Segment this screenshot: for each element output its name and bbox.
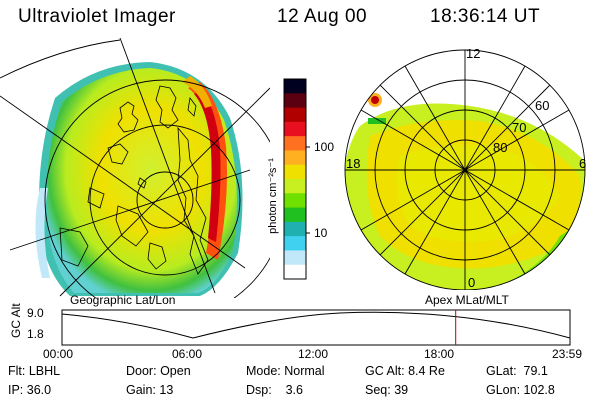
colorbar-stripe bbox=[284, 221, 306, 237]
info-filter: Flt: LBHL bbox=[8, 364, 61, 378]
colorbar-stripe bbox=[284, 264, 306, 280]
colorbar-stripe bbox=[284, 179, 306, 194]
apex-polar-image bbox=[344, 49, 586, 290]
altitude-ytick-high: 9.0 bbox=[27, 306, 44, 320]
mlat-label-80: 80 bbox=[493, 140, 508, 155]
colorbar: photon cm⁻²s⁻¹ bbox=[267, 78, 310, 280]
image-time: 18:36:14 UT bbox=[430, 6, 541, 27]
instrument-title: Ultraviolet Imager bbox=[18, 6, 176, 27]
info-seq: Seq: 39 bbox=[365, 383, 409, 397]
colorbar-stripe bbox=[284, 107, 306, 123]
mlat-label-60: 60 bbox=[535, 98, 550, 113]
info-glon: GLon: 102.8 bbox=[486, 383, 555, 397]
info-mode: Mode: Normal bbox=[246, 364, 325, 378]
mlat-label-70: 70 bbox=[512, 120, 527, 135]
altitude-ytick-low: 1.8 bbox=[27, 327, 44, 341]
mlt-label-6: 6 bbox=[579, 156, 587, 171]
coastline-outlines bbox=[59, 85, 209, 275]
colorbar-stripe bbox=[284, 93, 306, 109]
time-tick-0600: 06:00 bbox=[172, 347, 203, 361]
mlt-label-12: 12 bbox=[466, 46, 481, 61]
time-tick-0000: 00:00 bbox=[43, 347, 74, 361]
colorbar-stripe bbox=[284, 207, 306, 223]
info-gc-alt: GC Alt: 8.4 Re bbox=[365, 364, 445, 378]
info-ip: IP: 36.0 bbox=[8, 383, 52, 397]
colorbar-stripe bbox=[284, 164, 306, 180]
time-tick-2359: 23:59 bbox=[552, 347, 583, 361]
geographic-grid bbox=[0, 38, 270, 298]
altitude-curve bbox=[61, 311, 571, 339]
info-door: Door: Open bbox=[126, 364, 191, 378]
colorbar-stripe bbox=[284, 150, 306, 166]
orbit-altitude-plot bbox=[61, 309, 571, 346]
colorbar-stripe bbox=[284, 236, 306, 251]
mlt-label-18: 18 bbox=[346, 156, 361, 171]
colorbar-units-label: photon cm⁻²s⁻¹ bbox=[267, 158, 279, 234]
apex-projection-label: Apex MLat/MLT bbox=[425, 293, 509, 307]
colorbar-stripe bbox=[284, 193, 306, 209]
image-date: 12 Aug 00 bbox=[277, 6, 368, 27]
time-tick-1200: 12:00 bbox=[298, 347, 329, 361]
info-gain: Gain: 13 bbox=[126, 383, 174, 397]
colorbar-stripes bbox=[284, 79, 306, 280]
colorbar-stripe bbox=[284, 136, 306, 151]
mlt-label-0: 0 bbox=[468, 275, 476, 290]
colorbar-stripe bbox=[284, 250, 306, 266]
info-dsp: Dsp: 3.6 bbox=[246, 383, 303, 397]
time-tick-1800: 18:00 bbox=[424, 347, 455, 361]
mlt-grid bbox=[344, 49, 586, 290]
colorbar-tick-100: 100 bbox=[314, 140, 335, 154]
colorbar-tick-10: 10 bbox=[314, 226, 328, 240]
geographic-auroral-image bbox=[0, 38, 270, 298]
info-glat: GLat: 79.1 bbox=[486, 364, 548, 378]
left-image-disk bbox=[35, 62, 243, 296]
altitude-plot-frame bbox=[61, 309, 571, 346]
colorbar-stripe bbox=[284, 121, 306, 137]
geographic-projection-label: Geographic Lat/Lon bbox=[70, 293, 176, 307]
colorbar-stripe bbox=[284, 79, 306, 94]
